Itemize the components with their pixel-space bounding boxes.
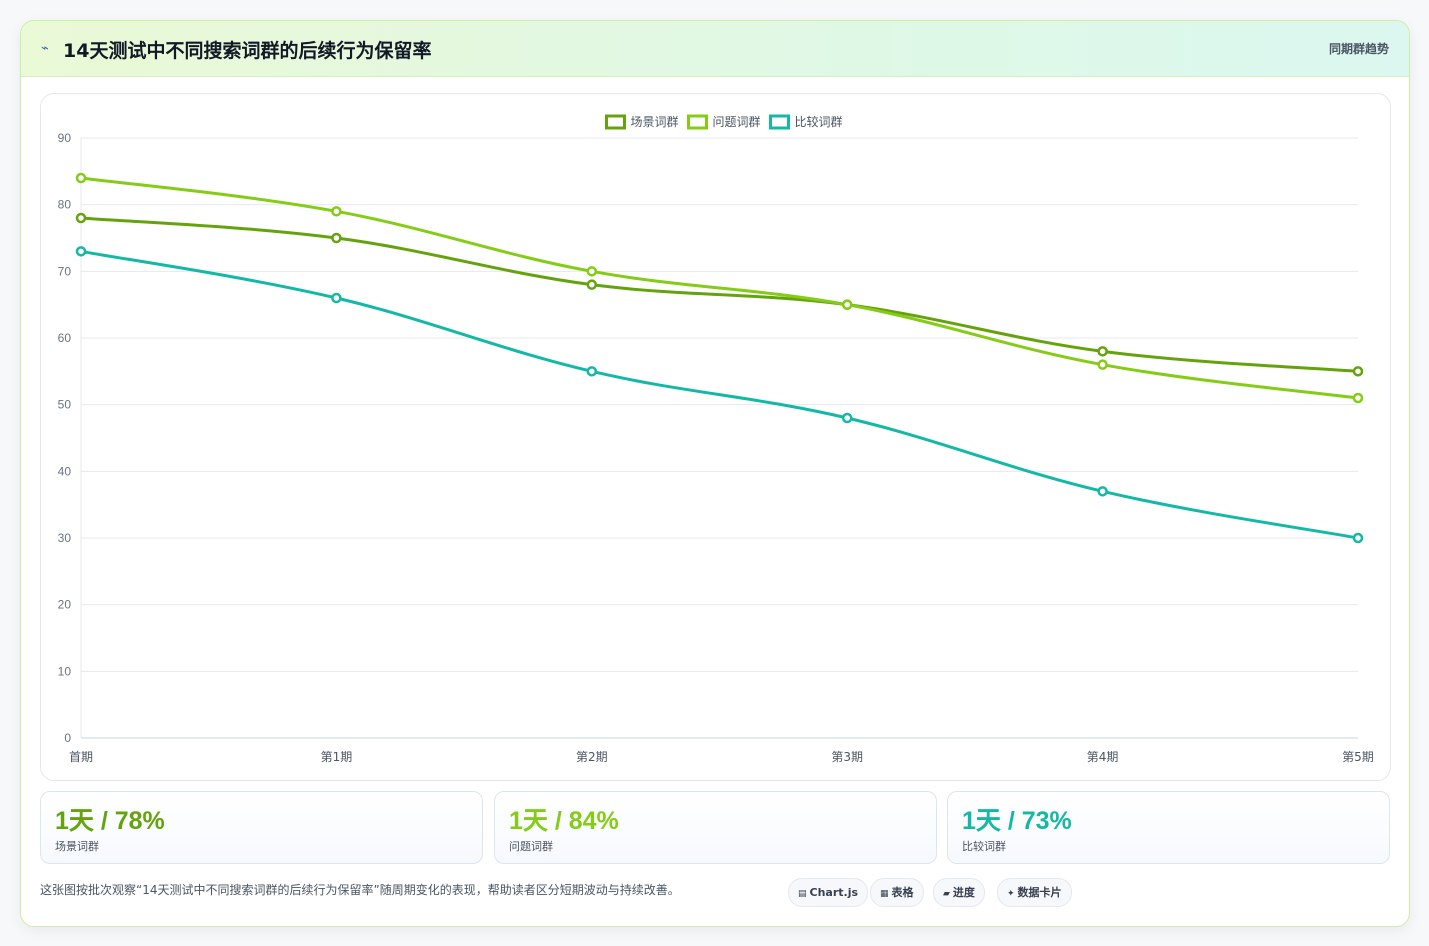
data-point xyxy=(1097,346,1108,357)
y-tick-label: 30 xyxy=(58,531,72,545)
data-point xyxy=(586,266,598,277)
series-line xyxy=(80,249,1359,540)
x-tick-label: 第4期 xyxy=(1087,750,1119,764)
x-tick-label: 第3期 xyxy=(831,750,863,764)
chip-table[interactable]: ▦ 表格 xyxy=(870,878,924,907)
legend-swatch xyxy=(605,114,626,130)
chart-area: 0 10 20 30 40 50 60 70 80 90 首期 第1期 第2期 第3期 第4期 第5期 场景词群… xyxy=(40,93,1391,781)
data-point xyxy=(75,246,87,257)
chip-chartjs[interactable]: ▤ Chart.js xyxy=(788,878,869,907)
data-point xyxy=(1352,392,1364,404)
legend-swatch xyxy=(687,114,708,130)
stat-card-compare: 1天 / 73% 比较词群 xyxy=(947,791,1390,864)
x-tick-label: 第2期 xyxy=(576,750,608,764)
stat-card-question: 1天 / 84% 问题词群 xyxy=(494,791,937,864)
stat-card-scene: 1天 / 78% 场景词群 xyxy=(40,791,483,864)
data-point xyxy=(75,212,87,224)
data-point xyxy=(586,279,598,290)
trend-icon: ⌁ xyxy=(41,41,49,56)
stat-label: 比较词群 xyxy=(962,840,1006,853)
chip-label: 表格 xyxy=(891,886,914,899)
chart-card: ⌁ 14天测试中不同搜索词群的后续行为保留率 同期群趋势 0 10 20 30 40 50… xyxy=(20,20,1410,927)
data-point xyxy=(331,206,342,217)
chart-footnote: 这张图按批次观察“14天测试中不同搜索词群的后续行为保留率”随周期变化的表现，帮… xyxy=(40,883,680,897)
y-tick-label: 60 xyxy=(58,331,72,345)
data-point xyxy=(841,412,853,424)
data-point xyxy=(586,366,598,377)
y-tick-label: 70 xyxy=(58,264,72,278)
stat-value: 1天 / 78% xyxy=(55,807,165,835)
x-tick-label: 第5期 xyxy=(1342,750,1374,764)
header-tag: 同期群趋势 xyxy=(1328,42,1389,56)
table-icon: ▦ xyxy=(880,889,889,899)
data-point xyxy=(1097,359,1108,370)
series-line xyxy=(80,176,1359,400)
line-chart: 0 10 20 30 40 50 60 70 80 90 首期 第1期 第2期 第3期 第4期 第5期 场景词群… xyxy=(58,114,1374,764)
chip-data-card[interactable]: ✦ 数据卡片 xyxy=(997,878,1072,907)
series-line xyxy=(80,216,1359,373)
card-header: ⌁ 14天测试中不同搜索词群的后续行为保留率 同期群趋势 xyxy=(21,21,1409,77)
y-tick-label: 80 xyxy=(58,198,72,212)
sparkle-icon: ✦ xyxy=(1007,889,1015,899)
y-tick-label: 20 xyxy=(58,598,72,612)
stat-value: 1天 / 73% xyxy=(962,807,1072,835)
stat-label: 问题词群 xyxy=(509,840,553,853)
legend-swatch xyxy=(769,114,790,130)
legend-label: 问题词群 xyxy=(713,115,761,129)
y-tick-label: 50 xyxy=(58,398,72,412)
stat-value: 1天 / 84% xyxy=(509,807,619,835)
chip-label: Chart.js xyxy=(809,886,859,899)
data-point xyxy=(1097,486,1108,497)
x-tick-label: 首期 xyxy=(69,750,93,764)
data-point xyxy=(331,292,342,304)
chart-icon: ▤ xyxy=(798,889,807,899)
y-tick-label: 0 xyxy=(64,731,71,745)
y-tick-label: 40 xyxy=(58,464,72,478)
chip-progress[interactable]: ▰ 进度 xyxy=(933,878,985,907)
chip-label: 进度 xyxy=(952,886,975,899)
data-point xyxy=(1352,532,1364,544)
y-tick-label: 90 xyxy=(58,131,72,145)
y-tick-label: 10 xyxy=(58,664,72,678)
legend-label: 比较词群 xyxy=(795,114,843,129)
stat-label: 场景词群 xyxy=(55,840,99,853)
data-point xyxy=(75,172,87,184)
page-title: 14天测试中不同搜索词群的后续行为保留率 xyxy=(63,40,432,62)
progress-icon: ▰ xyxy=(943,889,950,899)
data-point xyxy=(1352,366,1364,377)
chip-label: 数据卡片 xyxy=(1017,886,1062,899)
x-tick-label: 第1期 xyxy=(321,750,353,764)
data-point xyxy=(331,232,342,244)
legend-label: 场景词群 xyxy=(631,115,679,129)
data-point xyxy=(841,299,853,310)
